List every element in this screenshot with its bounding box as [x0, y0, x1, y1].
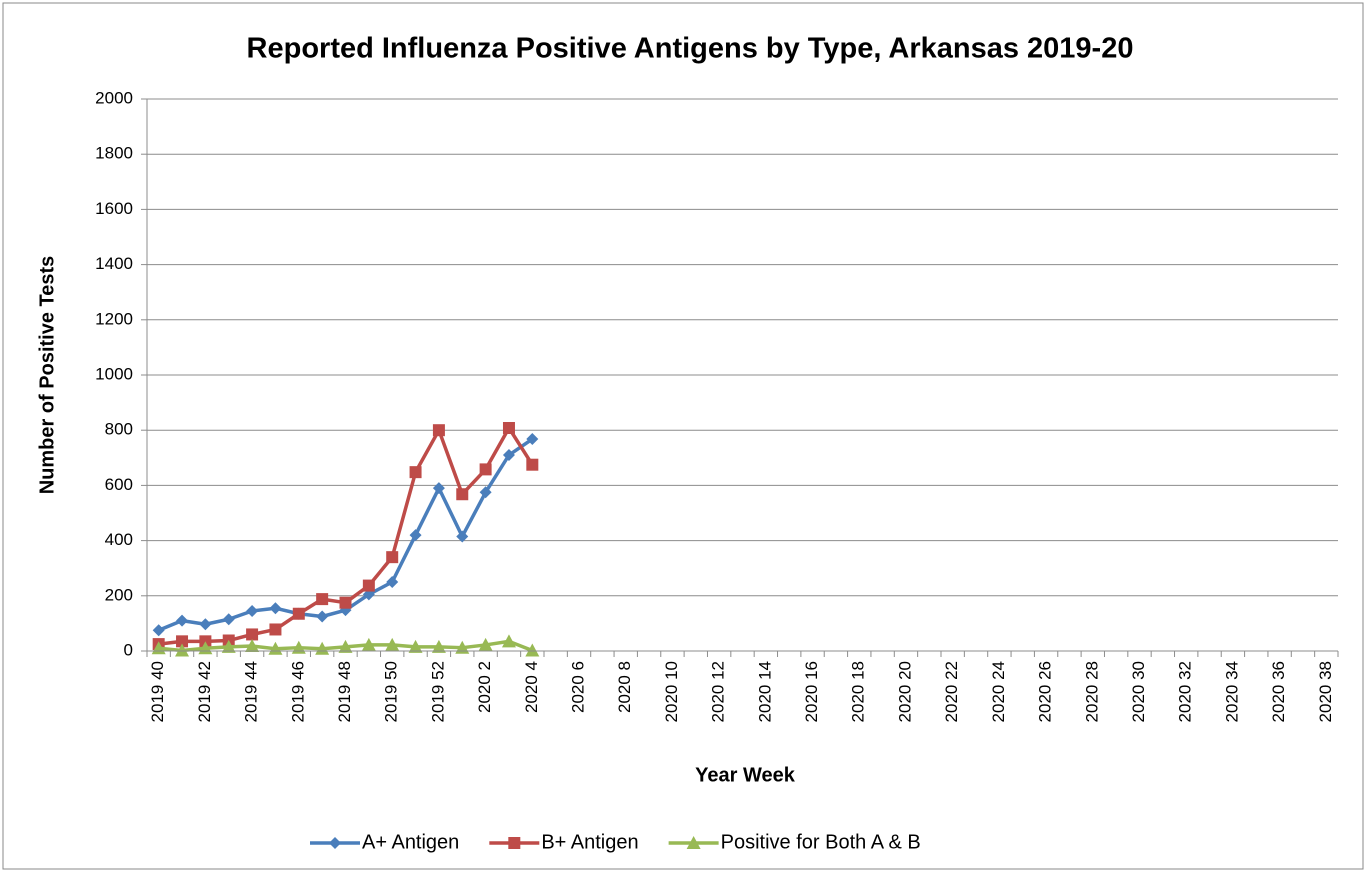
data-point [525, 643, 540, 657]
x-tick-label: 2019 50 [382, 661, 401, 722]
data-point [502, 421, 515, 434]
data-point [246, 604, 259, 617]
data-point [316, 610, 329, 623]
y-tick-label: 600 [105, 475, 133, 494]
legend-marker [508, 837, 521, 849]
data-point [269, 623, 282, 636]
x-tick-label: 2020 14 [755, 661, 774, 722]
legend-marker [686, 836, 701, 849]
data-point [432, 482, 445, 495]
y-axis-title: Number of Positive Tests [36, 256, 58, 495]
data-point [455, 640, 470, 654]
data-point [386, 576, 399, 588]
x-tick-label: 2020 32 [1176, 661, 1195, 722]
data-point [269, 602, 282, 615]
y-tick-label: 1600 [95, 199, 133, 218]
y-tick-label: 400 [105, 530, 133, 549]
data-point [408, 639, 423, 653]
data-point [501, 634, 516, 648]
data-point [199, 618, 212, 631]
data-point [409, 466, 422, 479]
x-tick-label: 2020 30 [1129, 661, 1148, 722]
x-tick-label: 2020 2 [475, 661, 494, 713]
x-tick-label: 2020 16 [802, 661, 821, 722]
data-point [526, 458, 539, 471]
data-point [478, 637, 493, 651]
x-tick-label: 2020 8 [615, 661, 634, 713]
data-point [291, 640, 306, 654]
x-tick-label: 2020 22 [942, 661, 961, 722]
x-tick-label: 2020 18 [849, 661, 868, 722]
y-tick-label: 800 [105, 420, 133, 439]
data-point [386, 551, 399, 564]
x-tick-label: 2019 46 [288, 661, 307, 722]
y-tick-label: 1400 [95, 254, 133, 273]
data-point [315, 641, 330, 655]
data-point [268, 641, 283, 655]
data-point [222, 613, 235, 626]
y-tick-label: 1200 [95, 309, 133, 328]
data-point [292, 607, 305, 620]
data-point [176, 635, 189, 648]
legend-label: A+ Antigen [362, 831, 459, 853]
y-tick-label: 1000 [95, 364, 133, 383]
data-point [526, 433, 539, 446]
x-tick-label: 2020 10 [662, 661, 681, 722]
x-tick-label: 2020 26 [1036, 661, 1055, 722]
x-tick-label: 2019 44 [242, 661, 261, 722]
legend-label: B+ Antigen [541, 831, 638, 853]
data-point [152, 624, 165, 637]
data-point [456, 530, 469, 543]
y-tick-label: 200 [105, 585, 133, 604]
data-point [339, 596, 352, 609]
x-tick-label: 2020 6 [569, 661, 588, 713]
data-point [221, 639, 236, 653]
legend-marker [329, 837, 341, 849]
y-tick-label: 2000 [95, 88, 133, 107]
data-point [245, 639, 260, 653]
x-tick-label: 2019 48 [335, 661, 354, 722]
data-point [432, 424, 445, 437]
x-tick-label: 2020 28 [1082, 661, 1101, 722]
data-point [456, 488, 469, 501]
data-point [479, 463, 492, 476]
data-point [338, 639, 353, 653]
data-point [175, 643, 190, 657]
x-tick-label: 2020 34 [1222, 661, 1241, 722]
data-point [362, 579, 375, 592]
x-tick-label: 2020 24 [989, 661, 1008, 722]
x-tick-label: 2020 12 [709, 661, 728, 722]
x-tick-label: 2020 20 [895, 661, 914, 722]
chart-title: Reported Influenza Positive Antigens by … [247, 33, 1134, 65]
data-point [361, 637, 376, 651]
x-tick-label: 2020 36 [1269, 661, 1288, 722]
data-point [431, 639, 446, 653]
x-tick-label: 2020 38 [1316, 661, 1335, 722]
data-point [176, 614, 189, 627]
x-axis-title: Year Week [695, 764, 796, 786]
y-tick-label: 1800 [95, 144, 133, 163]
data-point [409, 529, 422, 542]
data-point [385, 637, 400, 651]
x-tick-label: 2020 4 [522, 661, 541, 713]
data-point [502, 449, 515, 462]
data-point [479, 486, 492, 499]
x-tick-label: 2019 40 [148, 661, 167, 722]
data-point [316, 593, 329, 606]
data-point [246, 628, 259, 641]
legend-label: Positive for Both A & B [721, 831, 921, 853]
y-tick-label: 0 [124, 640, 133, 659]
x-tick-label: 2019 52 [428, 661, 447, 722]
x-tick-label: 2019 42 [195, 661, 214, 722]
